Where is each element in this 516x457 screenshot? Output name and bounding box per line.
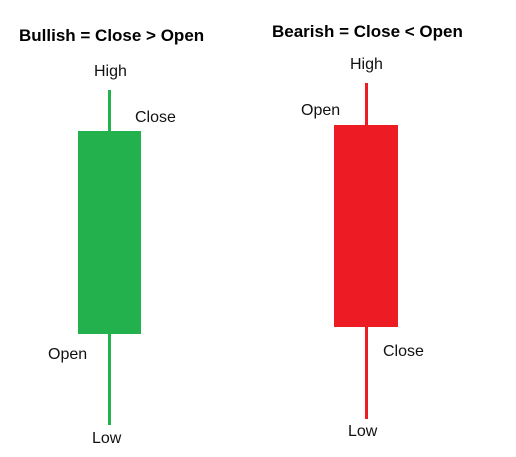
bearish-candle-body bbox=[334, 125, 398, 327]
bearish-high-label: High bbox=[350, 56, 383, 73]
bearish-open-label: Open bbox=[301, 102, 341, 119]
bullish-low-label: Low bbox=[92, 430, 122, 447]
bearish-title: Bearish = Close < Open bbox=[272, 22, 463, 41]
bullish-candle-body bbox=[78, 131, 141, 334]
bullish-open-label: Open bbox=[48, 346, 88, 363]
bullish-title: Bullish = Close > Open bbox=[19, 26, 205, 45]
bearish-low-label: Low bbox=[348, 423, 378, 440]
bullish-high-label: High bbox=[94, 63, 127, 80]
bullish-close-label: Close bbox=[135, 109, 176, 126]
bearish-close-label: Close bbox=[383, 343, 424, 360]
